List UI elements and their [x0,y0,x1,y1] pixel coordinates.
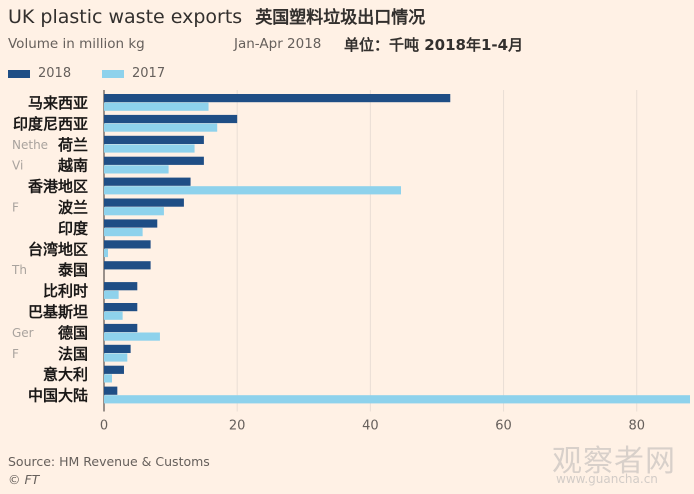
legend-label-2018: 2018 [38,66,72,81]
category-label: 法国 [58,345,88,363]
bar-2018 [104,386,118,395]
ft-credit: © FT [8,472,40,487]
subtitle: Volume in million kg Jan-Apr 2018 单位：千吨 … [8,36,523,54]
bar-2017 [104,123,218,132]
bar-2018 [104,219,158,228]
watermark: 观察者网 [552,444,676,479]
bar-2018 [104,240,151,249]
bar-2017 [104,228,143,237]
legend-swatch-2018 [8,69,30,78]
bar-2018 [104,365,124,374]
legend-swatch-2017 [102,69,124,78]
category-label-english: F [12,347,19,361]
bar-2018 [104,323,138,333]
chart-title: UK plastic waste exports 英国塑料垃圾出口情况 [8,3,425,28]
category-label: 香港地区 [28,178,88,196]
legend-label-2017: 2017 [132,66,166,81]
category-label-english: Ger [12,326,34,340]
bar-2017 [104,248,108,258]
subtitle-date-range: Jan-Apr 2018 [234,36,322,52]
category-label: 比利时 [43,282,88,300]
x-tick-label: 40 [362,419,379,434]
bar-2018 [104,94,451,103]
category-label: 印度尼西亚 [13,115,88,133]
bar-2017 [104,290,119,299]
subtitle-chinese: 单位：千吨 2018年1-4月 [344,36,524,54]
bar-2017 [104,186,401,195]
legend-item-2017: 2017 [102,66,165,81]
title-english: UK plastic waste exports [8,6,243,28]
bar-2018 [104,282,138,291]
bar-2017 [104,374,112,383]
category-label-english: Th [11,263,27,277]
watermark-url: www.guancha.cn [556,472,658,486]
category-label: 波兰 [58,199,88,217]
x-tick-label: 60 [495,419,512,434]
bar-2018 [104,344,131,353]
category-label: 巴基斯坦 [28,303,88,321]
category-label: 德国 [58,324,88,342]
bar-2018 [104,198,184,207]
subtitle-units: Volume in million kg [8,36,145,52]
bar-2017 [104,311,123,320]
category-label-english: Nethe [12,138,48,152]
source-note: Source: HM Revenue & Customs [8,454,210,469]
bar-2018 [104,177,191,186]
title-chinese: 英国塑料垃圾出口情况 [255,8,426,28]
category-label: 马来西亚 [28,94,88,112]
category-label: 越南 [57,157,88,175]
bar-2017 [104,395,690,404]
bar-2017 [104,165,169,174]
x-tick-label: 20 [229,419,246,434]
category-label: 泰国 [57,261,88,279]
category-label-english: Vi [12,159,23,173]
category-label: 印度 [58,219,89,237]
bar-2017 [104,144,195,153]
bar-2017 [104,353,128,362]
legend-item-2018: 2018 [8,66,71,81]
bar-2018 [104,156,204,165]
bar-2017 [104,102,209,111]
bar-2018 [104,303,138,312]
bar-2017 [104,207,164,216]
category-label: 意大利 [43,366,88,384]
x-tick-label: 0 [100,419,108,434]
category-label: 台湾地区 [28,240,88,258]
bar-2017 [104,332,160,341]
category-label: 荷兰 [58,136,88,154]
bar-2018 [104,135,204,144]
category-label: 中国大陆 [28,387,88,405]
bar-2018 [104,114,238,124]
category-label-english: F [12,201,19,215]
x-tick-label: 80 [628,419,645,434]
bar-2018 [104,261,151,270]
